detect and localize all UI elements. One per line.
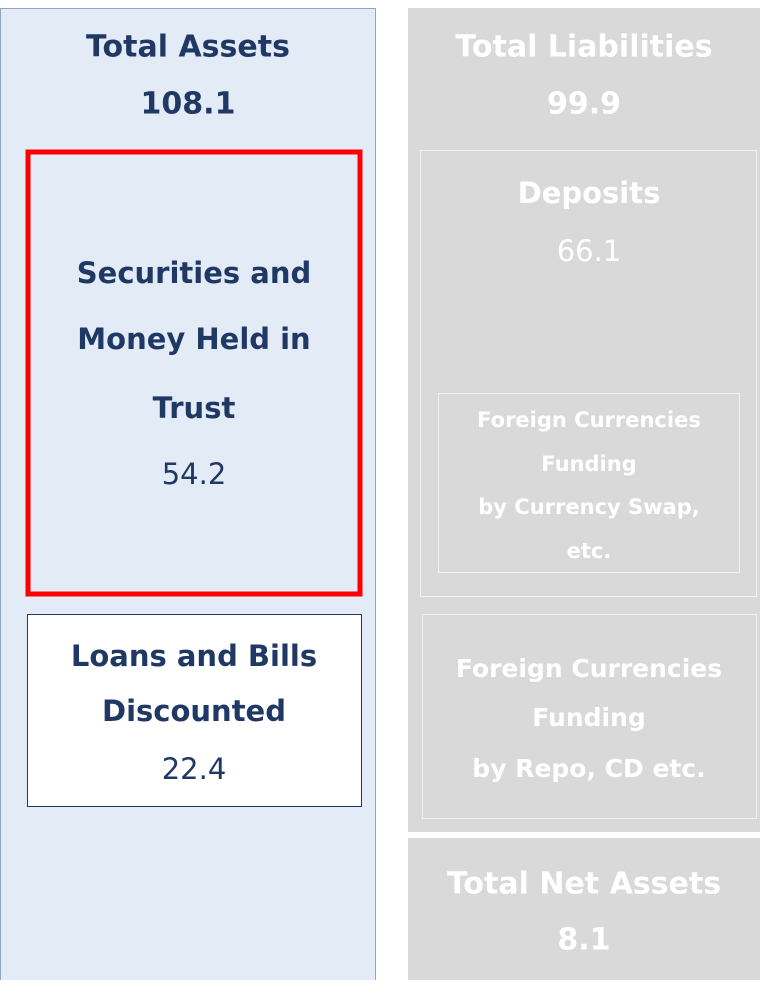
assets-value: 108.1: [141, 87, 236, 122]
repo-label: Funding: [532, 703, 646, 732]
net-assets-title: Total Net Assets: [447, 867, 721, 902]
loans-label: Discounted: [102, 694, 286, 728]
deposits-box: [420, 150, 757, 597]
securities-value: 54.2: [162, 457, 227, 491]
liabilities-panel: [408, 8, 760, 832]
swap-box: [438, 393, 740, 573]
securities-label: Securities and: [77, 256, 311, 290]
swap-label: Funding: [541, 452, 636, 476]
securities-label: Money Held in: [77, 322, 310, 356]
swap-label: by Currency Swap,: [478, 495, 699, 519]
loans-label: Loans and Bills: [71, 639, 317, 673]
net-assets-value: 8.1: [557, 923, 610, 958]
swap-label: Foreign Currencies: [477, 408, 701, 432]
deposits-label: Deposits: [518, 176, 661, 210]
repo-label: Foreign Currencies: [456, 654, 722, 683]
assets-title: Total Assets: [86, 30, 290, 65]
liabilities-title: Total Liabilities: [455, 30, 712, 65]
loans-box: [27, 614, 362, 807]
net-assets-panel: [408, 838, 760, 980]
repo-label: by Repo, CD etc.: [472, 754, 705, 783]
repo-box: [422, 614, 757, 819]
swap-label: etc.: [567, 539, 612, 563]
liabilities-value: 99.9: [547, 87, 621, 122]
loans-value: 22.4: [162, 752, 227, 786]
securities-box: [25, 149, 363, 597]
securities-label: Trust: [153, 391, 236, 425]
deposits-value: 66.1: [557, 234, 622, 268]
